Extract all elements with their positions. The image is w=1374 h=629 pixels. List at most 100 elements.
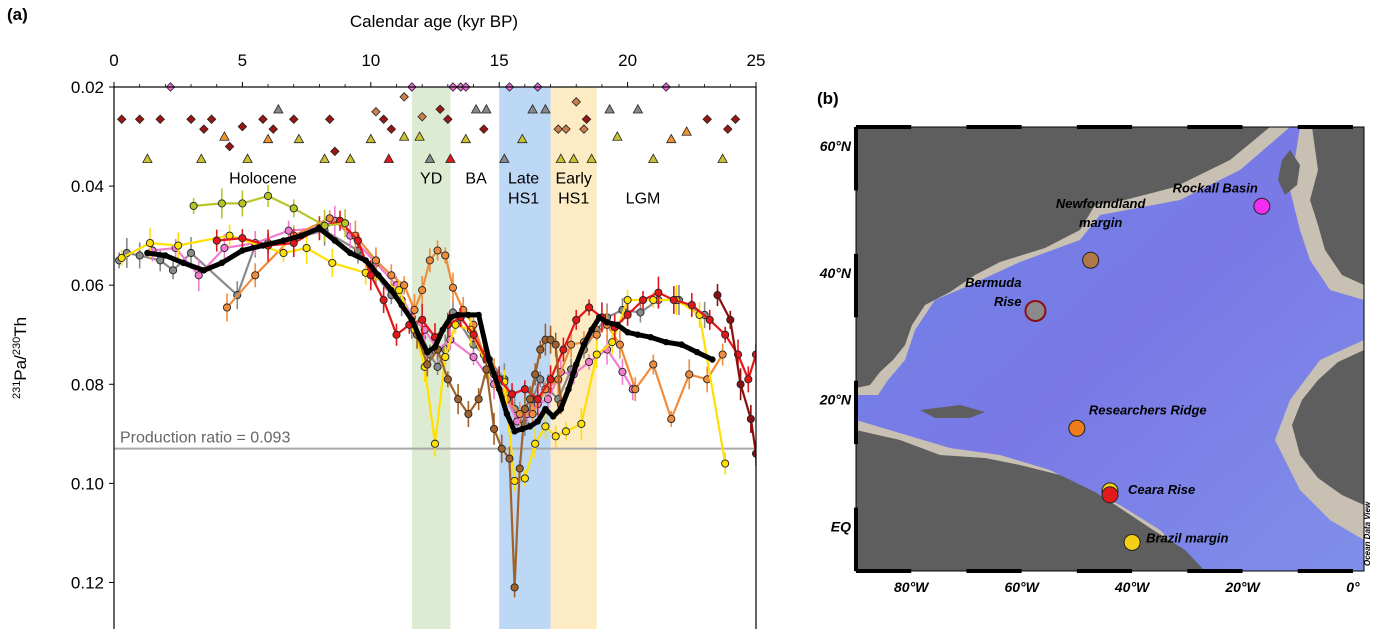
map-bottom-frame-segment-4 xyxy=(1076,569,1133,573)
series-5-point-15 xyxy=(531,370,540,379)
series-3-point-30 xyxy=(721,459,730,468)
triangle-marker-9 xyxy=(365,133,377,144)
series-4-point-23 xyxy=(572,315,581,324)
diamond-marker-35 xyxy=(722,124,733,134)
series-4-point-0 xyxy=(212,236,221,245)
stack-point-43 xyxy=(634,331,642,338)
ocean-data-view-credit: Ocean Data View xyxy=(1363,501,1372,566)
y-title-sup1: 231 xyxy=(11,381,23,399)
stack-point-5 xyxy=(239,247,246,254)
series-2-point-19 xyxy=(515,409,524,419)
series-4 xyxy=(212,210,756,416)
series-4-point-1 xyxy=(238,234,247,243)
series-2-point-7 xyxy=(400,281,409,290)
map-top-frame-segment-0 xyxy=(856,125,912,129)
series-4-point-9 xyxy=(392,330,401,339)
y-axis-ticks: 0.02 0.04 0.06 0.08 0.10 0.12 xyxy=(71,78,114,592)
diamond-marker-1 xyxy=(134,114,145,124)
stack-point-29 xyxy=(519,425,526,433)
series-7-point-4 xyxy=(751,449,756,458)
series-2-point-1 xyxy=(251,271,260,280)
site-marker-0 xyxy=(1253,197,1271,215)
stack-point-42 xyxy=(624,329,631,336)
series-2-point-25 xyxy=(592,330,601,339)
series-2-point-33 xyxy=(718,350,727,359)
series-5-point-18 xyxy=(546,335,555,344)
series-3-point-18 xyxy=(520,474,529,483)
series-2-point-30 xyxy=(667,414,676,424)
plot-frame xyxy=(113,86,757,629)
series-7-point-0 xyxy=(713,291,722,300)
series-2-point-11 xyxy=(433,246,442,255)
triangle-marker-18 xyxy=(499,153,510,163)
map-top-frame-segment-4 xyxy=(1076,125,1133,129)
stack-point-12 xyxy=(362,257,369,264)
site-marker-1 xyxy=(1082,251,1100,269)
period-label-4: HS1 xyxy=(508,190,539,207)
period-label-5: Early xyxy=(555,171,591,188)
diamond-marker-16 xyxy=(386,124,397,134)
triangle-marker-27 xyxy=(632,103,644,114)
site-1: Newfoundland margin xyxy=(1056,196,1147,269)
series-3-point-19 xyxy=(531,439,540,448)
triangle-marker-17 xyxy=(481,103,492,114)
triangle-marker-3 xyxy=(242,153,253,163)
series-1-point-15 xyxy=(469,352,478,362)
series-5-point-14 xyxy=(525,395,535,404)
map-left-frame-segment-4 xyxy=(854,380,858,445)
north-america-land xyxy=(856,127,1270,388)
series-5-point-1 xyxy=(423,360,432,369)
stack-point-23 xyxy=(465,311,472,319)
x-tick-label-4: 20 xyxy=(618,51,637,70)
period-label-1: YD xyxy=(420,171,442,188)
series-4-point-6 xyxy=(353,236,363,245)
series-4-point-15 xyxy=(469,330,478,339)
series-4-point-28 xyxy=(638,295,648,305)
triangle-marker-31 xyxy=(717,153,728,163)
period-label-7: LGM xyxy=(626,190,661,207)
series-5-point-5 xyxy=(464,409,473,419)
series-1-point-26 xyxy=(618,367,627,376)
series-4-point-21 xyxy=(546,375,555,384)
stack-point-31 xyxy=(534,418,541,425)
y-tick-label-1: 0.04 xyxy=(71,177,104,196)
triangle-marker-0 xyxy=(142,153,153,163)
triangle-marker-30 xyxy=(681,126,692,136)
british-isles-land xyxy=(1278,150,1300,195)
stack-point-44 xyxy=(647,334,654,341)
triangle-marker-20 xyxy=(527,103,538,114)
series-1-point-2 xyxy=(194,271,203,280)
period-label-0: Holocene xyxy=(229,171,297,188)
series-3-point-4 xyxy=(279,248,288,258)
diamond-marker-14 xyxy=(371,107,381,117)
y-title-sup2: 230 xyxy=(11,337,23,355)
diamond-marker-36 xyxy=(730,114,741,124)
series-5-point-10 xyxy=(505,454,514,463)
site-2: Bermuda Rise xyxy=(965,275,1047,322)
triangle-marker-2 xyxy=(219,131,230,141)
stack-point-26 xyxy=(496,386,503,393)
stack-point-9 xyxy=(316,225,323,232)
europe-land xyxy=(1310,127,1364,285)
panel-b-map: 80°W 60°W 40°W 20°W 0° 60°N 40°N 20°N EQ Rockal… xyxy=(819,125,1372,595)
series-3-point-20 xyxy=(541,422,550,431)
diamond-marker-31 xyxy=(579,124,589,134)
series-4-point-32 xyxy=(705,315,714,324)
diamond-marker-30 xyxy=(571,97,582,107)
map-lat-label-0: 60°N xyxy=(820,138,852,154)
triangle-marker-11 xyxy=(398,131,410,141)
x-tick-label-1: 5 xyxy=(238,51,247,70)
triangle-marker-1 xyxy=(196,153,207,163)
series-4-point-8 xyxy=(379,295,388,305)
diamond-marker-7 xyxy=(224,141,235,152)
x-axis-title: Calendar age (kyr BP) xyxy=(350,12,518,31)
map-bottom-frame-segment-6 xyxy=(1187,569,1243,573)
site-label-2: Bermuda Rise xyxy=(965,275,1021,309)
diamond-marker-19 xyxy=(417,111,427,122)
map-top-frame-segment-6 xyxy=(1187,125,1243,129)
series-4-point-20 xyxy=(533,395,542,404)
series-3-point-8 xyxy=(394,286,404,295)
stack-point-17 xyxy=(416,334,423,341)
series-4-point-30 xyxy=(669,295,678,305)
stack-point-41 xyxy=(614,321,621,329)
